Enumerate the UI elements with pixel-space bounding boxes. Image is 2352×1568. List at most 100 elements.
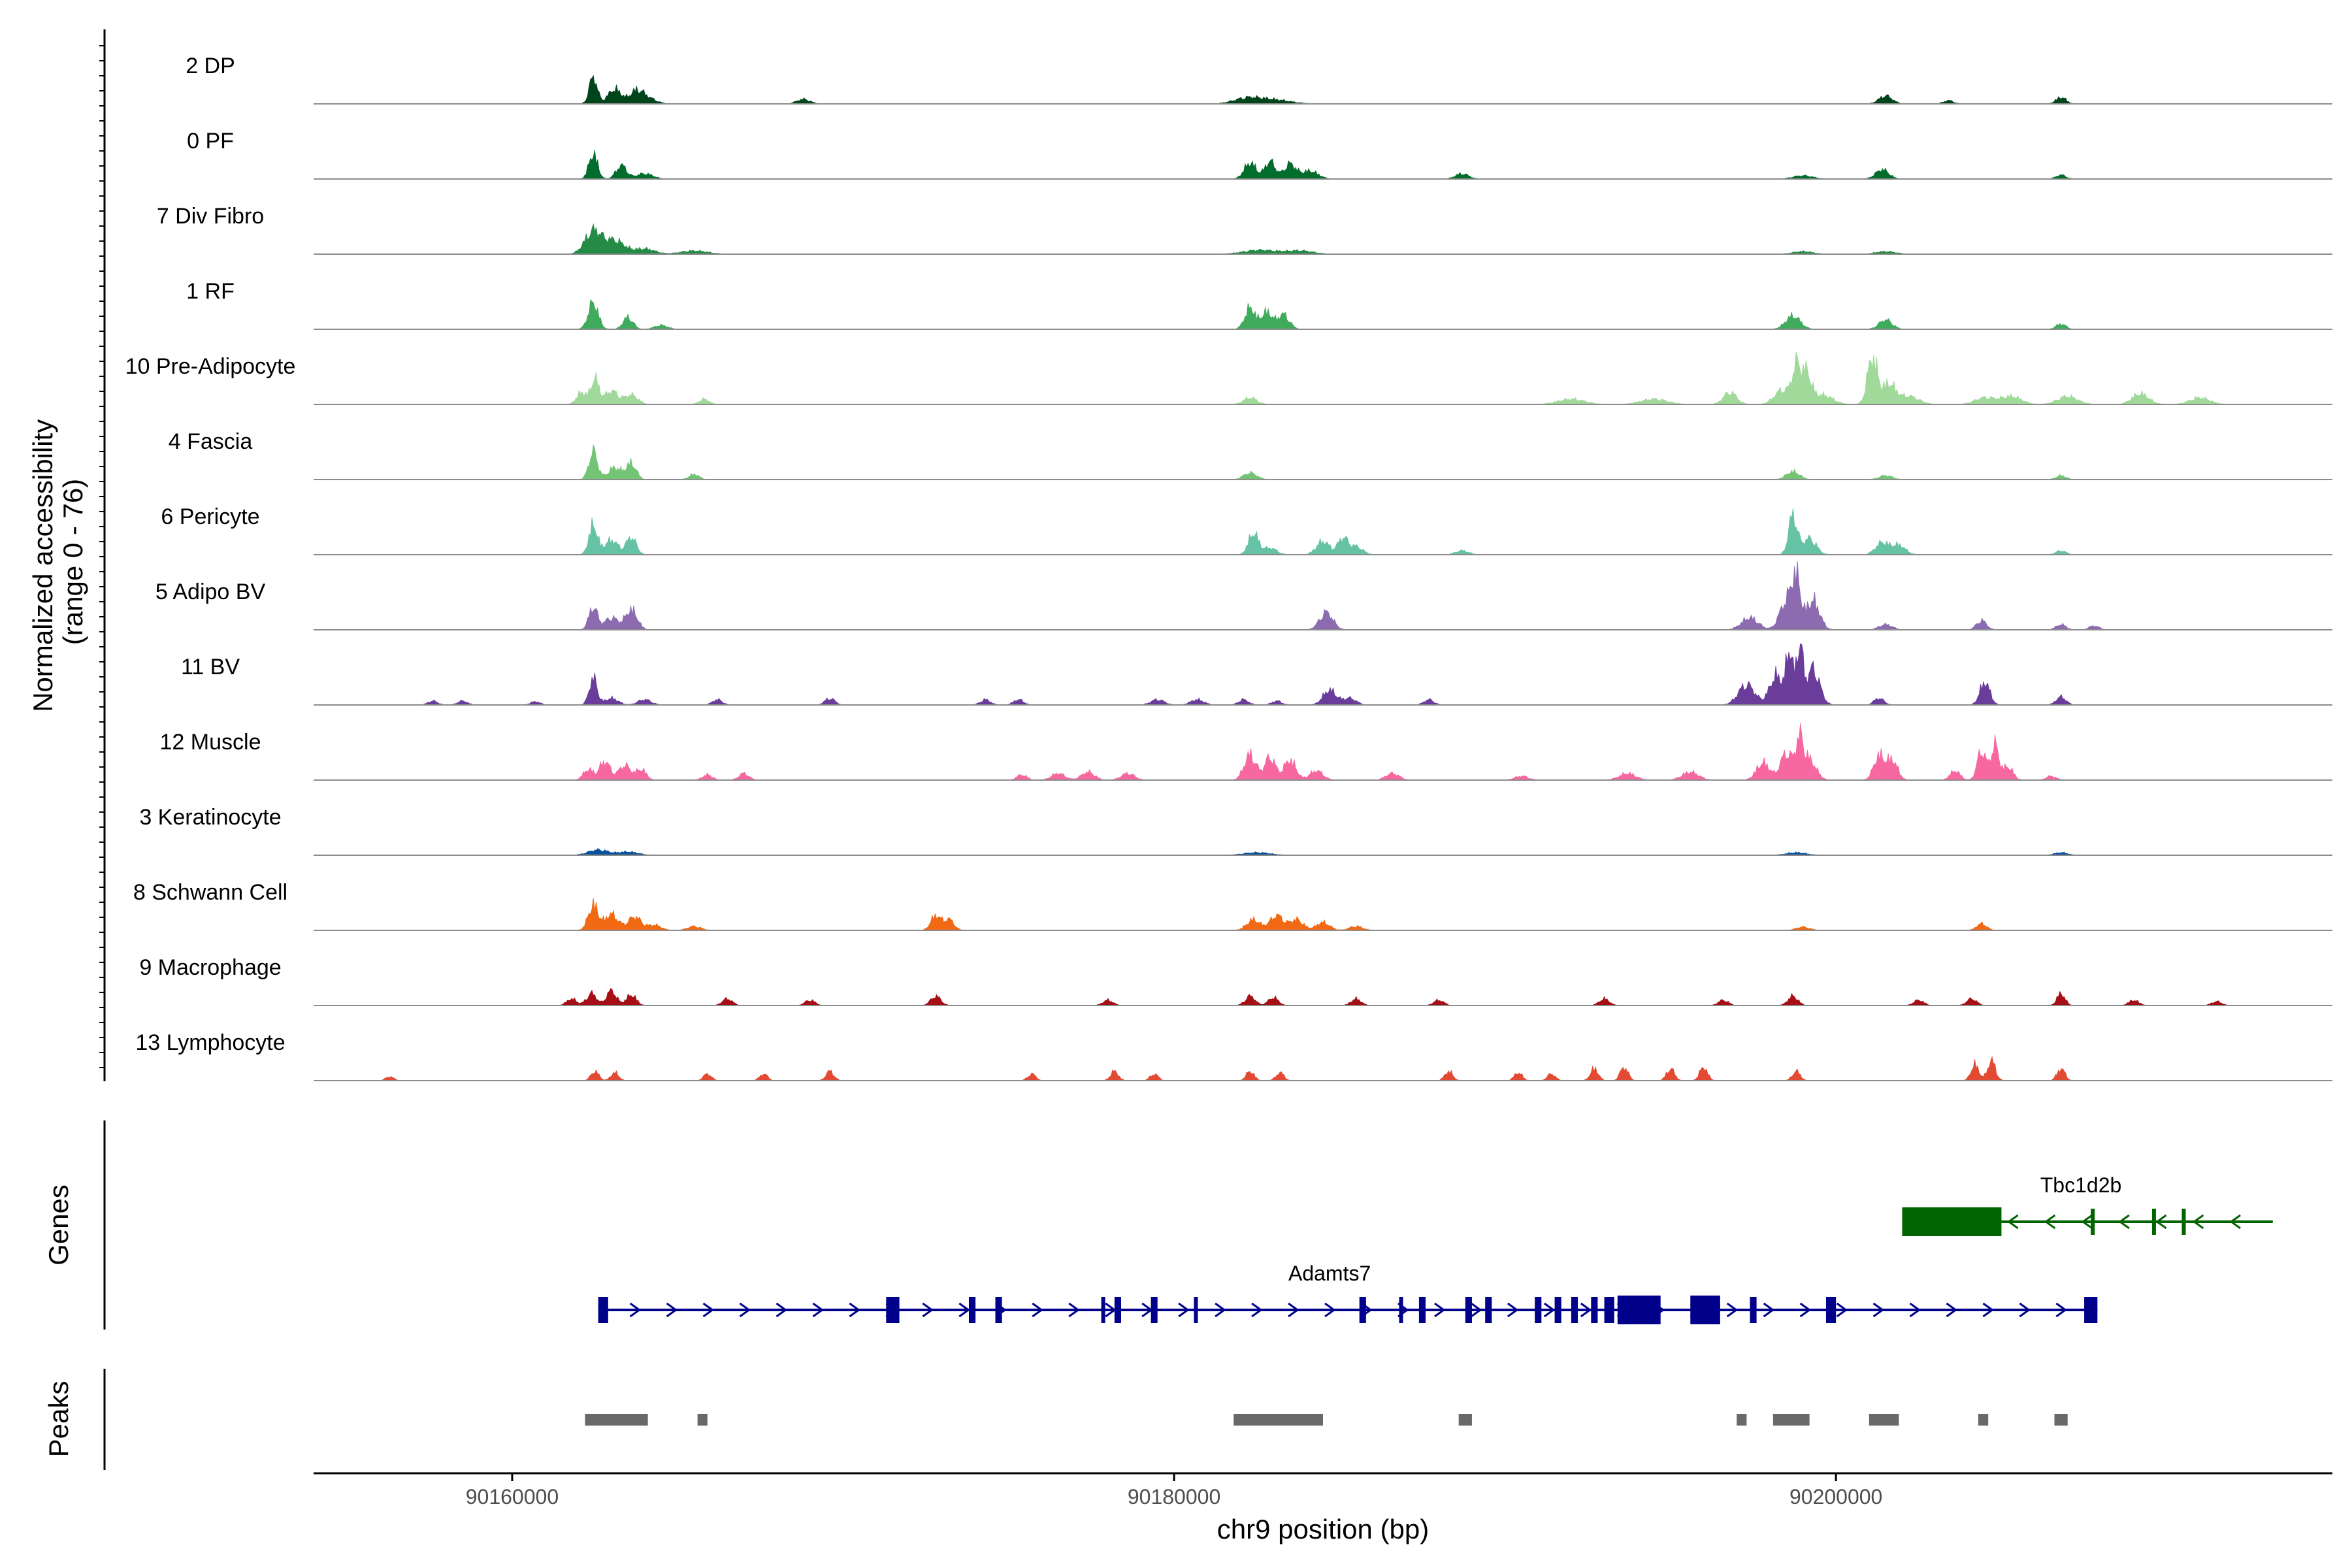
- x-tick-label: 90160000: [466, 1485, 559, 1509]
- track-8: 5 Adipo BV: [155, 561, 2332, 630]
- strand-chevron: [702, 1302, 715, 1318]
- strand-chevron: [1032, 1302, 1043, 1318]
- gene-exon: [1485, 1297, 1492, 1323]
- gene-exon: [1750, 1297, 1757, 1323]
- track-10: 12 Muscle: [160, 723, 2332, 781]
- track-label: 10 Pre-Adipocyte: [125, 354, 296, 379]
- y-title-line-2: (range 0 - 76): [57, 479, 88, 645]
- strand-chevron: [1215, 1302, 1226, 1318]
- gene-exon: [2181, 1209, 2186, 1235]
- strand-chevron: [1178, 1302, 1190, 1318]
- strand-chevron: [1507, 1302, 1519, 1318]
- track-label: 3 Keratinocyte: [139, 805, 281, 830]
- coverage-area: [314, 848, 2332, 856]
- genes-panel-title: Genes: [43, 1184, 74, 1266]
- strand-chevron: [2007, 1214, 2019, 1230]
- coverage-area: [314, 74, 2332, 105]
- coverage-area: [314, 351, 2332, 405]
- gene-exon: [886, 1297, 900, 1323]
- strand-chevron: [849, 1302, 860, 1318]
- strand-chevron: [1434, 1302, 1446, 1318]
- peak-region: [1869, 1414, 1899, 1426]
- strand-chevron: [2192, 1214, 2204, 1230]
- strand-chevron: [1580, 1302, 1592, 1318]
- x-axis-ticks: 90160000 90180000 90200000: [466, 1473, 1882, 1509]
- gene-exon: [1114, 1297, 1121, 1323]
- gene-exon: [1902, 1207, 2002, 1236]
- gene-exon: [995, 1297, 1002, 1323]
- track-label: 1 RF: [186, 279, 235, 304]
- strand-chevron: [2044, 1214, 2056, 1230]
- track-label: 0 PF: [187, 129, 234, 154]
- track-1: 2 DP: [186, 54, 2332, 105]
- peak-region: [697, 1414, 708, 1426]
- strand-chevron: [1763, 1302, 1775, 1318]
- track-label: 12 Muscle: [160, 730, 261, 755]
- strand-chevron: [1726, 1302, 1739, 1318]
- strand-chevron: [629, 1302, 642, 1318]
- strand-chevron: [1471, 1302, 1482, 1318]
- track-4: 1 RF: [186, 279, 2332, 330]
- strand-chevron: [776, 1302, 788, 1318]
- track-2: 0 PF: [187, 129, 2332, 180]
- strand-chevron: [1288, 1302, 1299, 1318]
- coverage-tracks: 2 DP 0 PF 7 Div Fibro 1 RF 10 Pre-Adipocyte 4…: [125, 54, 2332, 1081]
- peaks-panel-title: Peaks: [43, 1381, 74, 1458]
- peak-region: [2054, 1414, 2068, 1426]
- coverage-area: [314, 299, 2332, 330]
- strand-chevron: [2081, 1214, 2093, 1230]
- track-6: 4 Fascia: [169, 429, 2332, 480]
- track-label: 9 Macrophage: [139, 955, 281, 980]
- track-label: 5 Adipo BV: [155, 580, 266, 604]
- track-label: 7 Div Fibro: [157, 204, 264, 229]
- coverage-area: [314, 988, 2332, 1006]
- track-label: 4 Fascia: [169, 429, 253, 454]
- strand-chevron: [1251, 1302, 1263, 1318]
- gene-exon: [1591, 1297, 1598, 1323]
- gene-exon: [2084, 1297, 2098, 1323]
- gene-exon: [1535, 1297, 1542, 1323]
- coverage-y-axis-ticks: [99, 45, 105, 1068]
- strand-chevron: [666, 1302, 678, 1318]
- track-5: 10 Pre-Adipocyte: [125, 351, 2332, 405]
- gene-exon: [1399, 1297, 1403, 1323]
- track-12: 8 Schwann Cell: [133, 880, 2332, 931]
- track-label: 13 Lymphocyte: [135, 1030, 285, 1055]
- gene-exon: [1554, 1297, 1561, 1323]
- track-label: 2 DP: [186, 54, 235, 78]
- gene-exon: [2151, 1209, 2156, 1235]
- x-tick-label: 90200000: [1789, 1485, 1882, 1509]
- gene-label: Tbc1d2b: [2040, 1173, 2122, 1197]
- strand-chevron: [2229, 1214, 2241, 1230]
- track-label: 6 Pericyte: [161, 504, 259, 529]
- strand-chevron: [1543, 1302, 1556, 1318]
- coverage-area: [314, 150, 2332, 180]
- gene-adamts7: Adamts7: [598, 1262, 2098, 1324]
- strand-chevron: [1909, 1302, 1921, 1318]
- gene-exon: [1617, 1296, 1661, 1324]
- coverage-area: [314, 561, 2332, 630]
- strand-chevron: [1324, 1302, 1336, 1318]
- track-3: 7 Div Fibro: [157, 204, 2332, 255]
- coverage-y-axis-title: Normalized accessibility (range 0 - 76): [27, 412, 88, 712]
- coverage-area: [314, 643, 2332, 706]
- coverage-area: [314, 898, 2332, 931]
- strand-chevron: [958, 1302, 970, 1318]
- gene-exon: [1101, 1297, 1105, 1323]
- gene-exon: [1151, 1297, 1158, 1323]
- track-label: 11 BV: [181, 655, 240, 679]
- strand-chevron: [1836, 1302, 1848, 1318]
- gene-exon: [1604, 1297, 1614, 1323]
- strand-chevron: [1872, 1302, 1885, 1318]
- strand-chevron: [1068, 1302, 1080, 1318]
- coverage-area: [314, 444, 2332, 480]
- strand-chevron: [2155, 1214, 2167, 1230]
- strand-chevron: [1799, 1302, 1812, 1318]
- y-title-line-1: Normalized accessibility: [27, 419, 58, 712]
- x-axis-title: chr9 position (bp): [1217, 1514, 1429, 1544]
- coverage-area: [314, 223, 2332, 255]
- gene-exon: [1359, 1297, 1366, 1323]
- strand-chevron: [2118, 1214, 2130, 1230]
- gene-label: Adamts7: [1288, 1262, 1371, 1285]
- gene-exon: [1571, 1297, 1578, 1323]
